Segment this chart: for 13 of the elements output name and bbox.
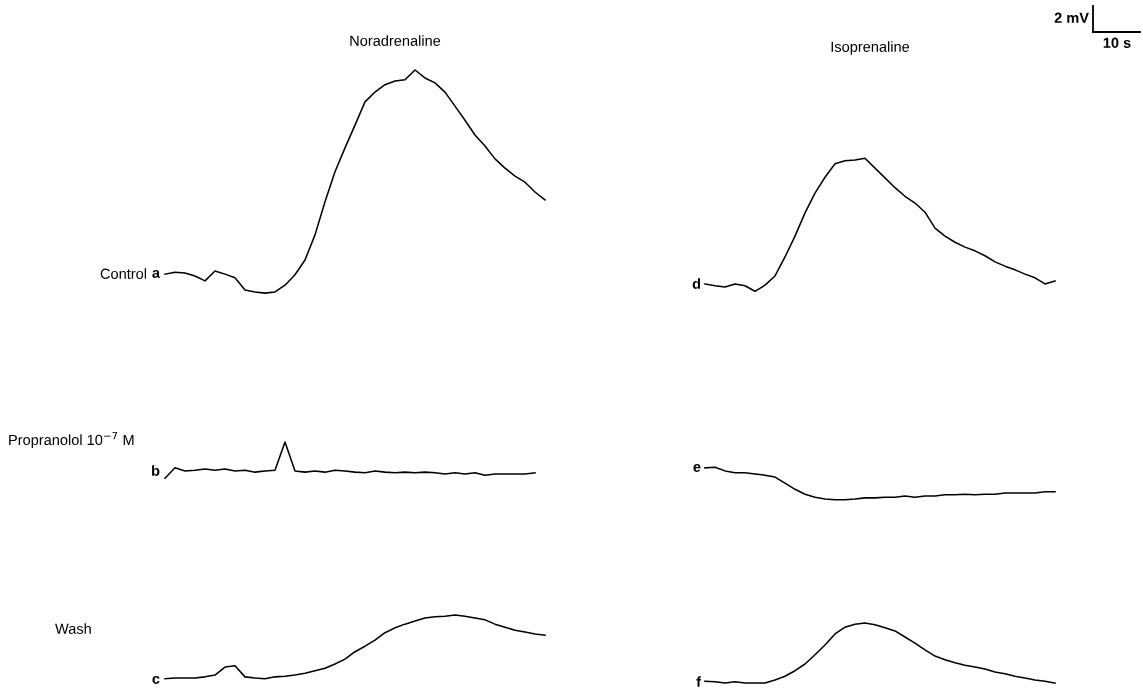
text: Isoprenaline [831, 41, 910, 55]
text: c [152, 675, 160, 684]
text: Wash [55, 623, 91, 634]
annotation: a [152, 269, 161, 278]
text: Control [100, 268, 147, 279]
annotation: d [692, 278, 701, 289]
text: Noradrenaline [350, 35, 441, 46]
text: 10 s [1103, 37, 1131, 48]
text: Propranolol 10$^{−7}$ M [9, 431, 134, 448]
text: b [152, 465, 160, 476]
text: 2 mV [1054, 12, 1089, 23]
annotation: f [696, 676, 702, 687]
annotation: e [693, 463, 701, 472]
